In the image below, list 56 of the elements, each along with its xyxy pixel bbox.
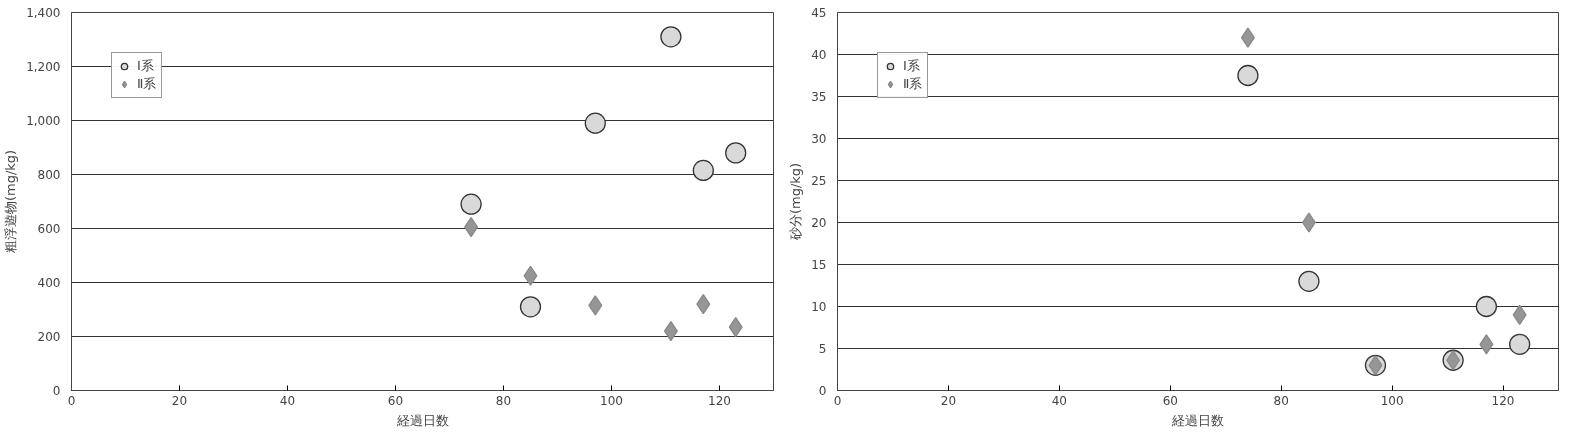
x-tick-label: 20 [171, 393, 188, 408]
point [1301, 212, 1316, 233]
x-tick-label: 80 [495, 393, 512, 408]
point [464, 217, 479, 238]
point [1475, 295, 1498, 318]
x-tick-label: 40 [279, 393, 296, 408]
x-tick-label: 0 [67, 393, 76, 408]
y-tick-label: 15 [811, 258, 827, 272]
legend-label: Ⅰ系 [903, 57, 921, 75]
point [1298, 270, 1320, 292]
x-tick-label: 100 [600, 393, 623, 408]
x-tick-label: 60 [387, 393, 404, 408]
y-tick-label: 800 [37, 168, 61, 182]
x-tick-label: 40 [1051, 393, 1067, 408]
point [1237, 64, 1259, 87]
legend-label: Ⅰ系 [137, 57, 155, 75]
point [584, 112, 606, 134]
y-tick-label: 1,000 [26, 114, 61, 128]
point [523, 265, 538, 286]
y-tick-label: 200 [37, 330, 61, 344]
y-tick-label: 0 [818, 384, 827, 398]
point [1479, 334, 1494, 355]
point [519, 296, 542, 318]
x-tick-label: 120 [708, 393, 731, 408]
point [1509, 333, 1531, 355]
y-tick-label: 1,200 [26, 60, 61, 74]
point [725, 142, 747, 164]
y-tick-label: 30 [811, 132, 827, 146]
y-tick-label: 0 [52, 384, 61, 398]
point [660, 26, 682, 48]
point [460, 193, 482, 215]
y-axis-title: 砂分(mg/kg) [788, 162, 804, 242]
y-tick-label: 10 [811, 300, 827, 314]
x-tick-label: 120 [1491, 393, 1515, 408]
y-tick-label: 40 [811, 48, 827, 62]
point [1240, 27, 1255, 48]
legend-label: Ⅱ系 [903, 75, 923, 93]
legend-label: Ⅱ系 [137, 75, 157, 93]
x-axis-title: 経過日数 [1171, 412, 1224, 428]
x-axis-title: 経過日数 [395, 412, 449, 428]
x-tick-label: 60 [1162, 393, 1178, 408]
y-tick-label: 20 [811, 216, 827, 230]
y-tick-label: 600 [37, 222, 61, 236]
y-axis-title: 粗浮遊物(mg/kg) [3, 149, 19, 254]
x-tick-label: 100 [1380, 393, 1404, 408]
y-tick-label: 1,400 [26, 6, 61, 20]
y-tick-label: 45 [811, 6, 827, 20]
y-tick-label: 400 [37, 276, 61, 290]
y-tick-label: 25 [811, 174, 827, 188]
point [692, 159, 714, 182]
x-tick-label: 80 [1273, 393, 1289, 408]
point [588, 295, 603, 316]
y-tick-label: 35 [811, 90, 827, 104]
y-tick-label: 5 [818, 342, 827, 356]
x-tick-label: 20 [940, 393, 957, 408]
x-tick-label: 0 [833, 393, 842, 408]
